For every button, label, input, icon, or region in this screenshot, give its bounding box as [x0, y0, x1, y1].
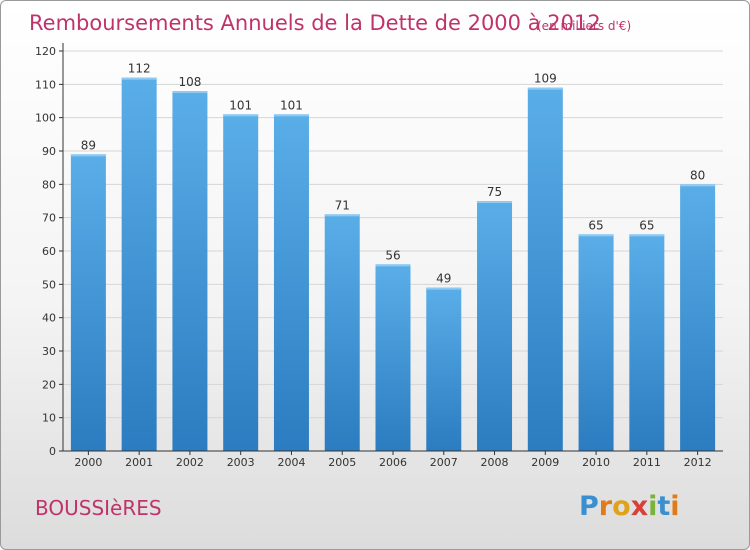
bar-highlight [121, 77, 157, 80]
bar-highlight [578, 234, 614, 237]
bar-highlight [629, 234, 665, 237]
x-tick-label: 2000 [74, 456, 102, 469]
y-tick-label: 60 [42, 245, 56, 258]
logo-letter: i [670, 491, 680, 522]
bar-2008 [477, 201, 513, 451]
y-tick-label: 120 [35, 45, 56, 58]
y-tick-label: 50 [42, 278, 56, 291]
bar-highlight [680, 184, 716, 187]
bar-2011 [629, 234, 665, 451]
data-label: 101 [280, 98, 303, 112]
x-tick-label: 2003 [227, 456, 255, 469]
y-tick-label: 40 [42, 312, 56, 325]
x-tick-label: 2008 [481, 456, 509, 469]
data-label: 109 [534, 72, 557, 86]
logo-letter: o [612, 491, 631, 522]
chart-title: Remboursements Annuels de la Dette de 20… [29, 11, 601, 35]
bar-2003 [223, 114, 259, 451]
y-tick-label: 10 [42, 412, 56, 425]
x-tick-label: 2007 [430, 456, 458, 469]
place-name: BOUSSIèRES [35, 496, 162, 520]
bar-highlight [273, 114, 309, 117]
bar-2004 [273, 114, 309, 451]
bar-highlight [223, 114, 259, 117]
x-tick-label: 2011 [633, 456, 661, 469]
y-tick-label: 20 [42, 378, 56, 391]
bars: 89 112 108 101 101 71 56 49 75 109 65 65 80 [70, 62, 716, 452]
axes: 0 10 20 30 40 50 60 70 80 90 100 110 120 2000 2001 2002… [35, 43, 723, 469]
x-tick-label: 2001 [125, 456, 153, 469]
logo-letter: i [648, 491, 658, 522]
bar-2006 [375, 264, 411, 451]
x-tick-label: 2012 [684, 456, 712, 469]
bar-2000 [70, 154, 106, 452]
data-label: 56 [385, 248, 400, 262]
data-label: 65 [588, 218, 603, 232]
data-label: 101 [229, 98, 252, 112]
y-tick-label: 100 [35, 112, 56, 125]
data-label: 71 [335, 198, 350, 212]
bar-highlight [172, 91, 208, 93]
bar-2001 [121, 77, 157, 452]
x-tick-label: 2006 [379, 456, 407, 469]
x-tick-label: 2005 [328, 456, 356, 469]
x-tick-label: 2010 [582, 456, 610, 469]
chart-subtitle: (en milliers d'€) [537, 19, 631, 33]
x-tick-label: 2004 [277, 456, 305, 469]
bar-2009 [527, 87, 563, 452]
bar-2012 [680, 184, 716, 452]
bar-2002 [172, 91, 208, 451]
x-tick-label: 2002 [176, 456, 204, 469]
data-label: 49 [436, 272, 451, 286]
logo-letter: r [598, 491, 613, 522]
bar-highlight [426, 287, 462, 290]
data-label: 89 [81, 138, 96, 152]
data-label: 108 [178, 75, 201, 89]
bar-highlight [324, 214, 360, 217]
y-tick-label: 110 [35, 78, 56, 91]
bar-2010 [578, 234, 614, 451]
y-tick-label: 0 [49, 445, 56, 458]
y-tick-label: 80 [42, 178, 56, 191]
bar-highlight [70, 154, 106, 157]
data-label: 112 [128, 62, 151, 76]
x-tick-label: 2009 [531, 456, 559, 469]
logo-letter: P [579, 491, 599, 522]
data-label: 80 [690, 168, 705, 182]
bar-highlight [477, 201, 513, 203]
bar-2005 [324, 214, 360, 451]
logo-letter: x [630, 491, 649, 522]
data-label: 65 [639, 218, 654, 232]
y-tick-label: 30 [42, 345, 56, 358]
bar-highlight [527, 87, 563, 90]
logo-letter: t [657, 491, 671, 522]
y-tick-label: 70 [42, 212, 56, 225]
proxiti-logo: Proxiti [579, 487, 680, 527]
y-tick-label: 90 [42, 145, 56, 158]
bar-2007 [426, 287, 462, 451]
bar-highlight [375, 264, 411, 267]
data-label: 75 [487, 185, 502, 199]
